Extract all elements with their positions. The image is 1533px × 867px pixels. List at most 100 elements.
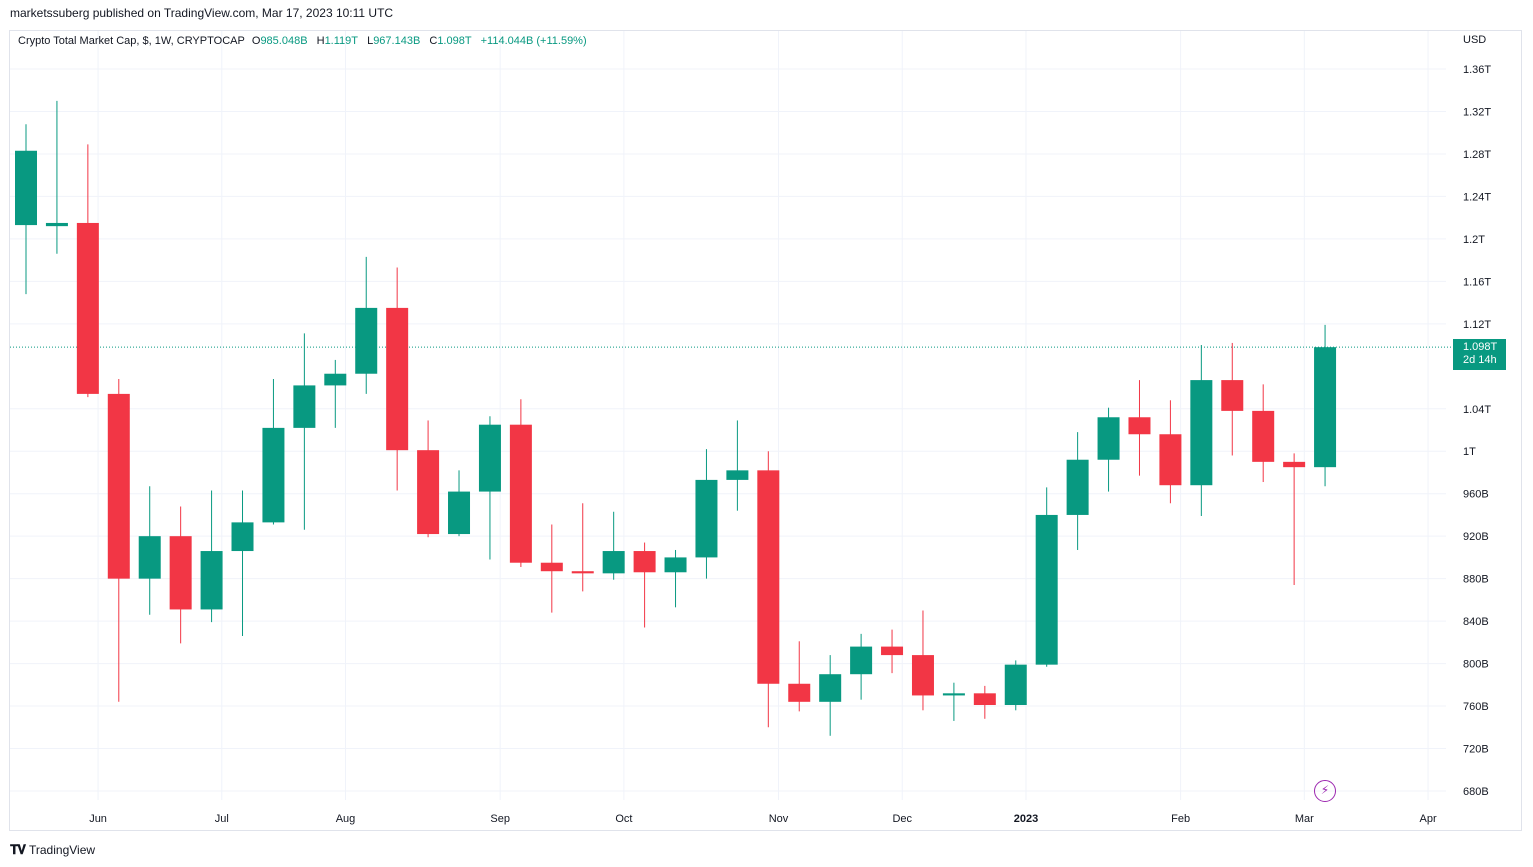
currency-label[interactable]: USD [1463,34,1487,46]
candle-up[interactable] [602,511,625,580]
y-tick-label: 1T [1463,446,1476,458]
candle-up[interactable] [1066,432,1089,550]
candle-up[interactable] [850,633,873,700]
candle-up[interactable] [231,490,254,636]
candle-body [386,307,409,451]
candle-body [1128,417,1151,435]
lightning-icon[interactable]: ⚡︎ [1314,780,1336,802]
candle-up[interactable] [1035,487,1058,667]
y-tick-label: 1.24T [1463,191,1491,203]
candle-up[interactable] [1190,345,1213,517]
candle-down[interactable] [386,267,409,491]
candle-body [76,222,99,394]
candle-down[interactable] [76,144,99,398]
candle-down[interactable] [169,506,192,644]
candle-up[interactable] [478,416,501,560]
candle-body [1097,417,1120,460]
y-tick-label: 1.16T [1463,276,1491,288]
candle-up[interactable] [355,256,378,394]
candle-up[interactable] [138,486,161,615]
x-tick-label: Dec [892,813,912,825]
candle-body [293,385,316,428]
legend-high-value: 1.119T [324,35,358,47]
candle-down[interactable] [1128,380,1151,476]
y-tick-label: 880B [1463,574,1489,586]
candle-body [15,150,37,226]
y-tick-label: 960B [1463,489,1489,501]
y-tick-label: 1.12T [1463,319,1491,331]
candle-body [850,646,873,675]
last-price-value: 1.098T [1463,341,1498,353]
y-tick-label: 920B [1463,531,1489,543]
y-tick-label: 680B [1463,786,1489,798]
candle-body [726,470,749,480]
candle-body [138,536,161,579]
candle-body [231,522,254,552]
x-tick-label: Feb [1171,813,1190,825]
candle-up[interactable] [45,100,68,254]
legend-close-label: C [429,35,438,47]
candle-down[interactable] [107,379,130,702]
y-tick-label: 840B [1463,616,1489,628]
candle-up[interactable] [819,655,842,736]
candle-down[interactable] [509,399,532,567]
candle-down[interactable] [1252,384,1275,483]
candle-up[interactable] [324,359,347,428]
tradingview-logo-icon: 𝐓𝐕 [10,842,26,857]
candle-up[interactable] [262,379,285,525]
candle-body [571,571,594,574]
candle-down[interactable] [973,685,996,719]
candle-down[interactable] [417,420,440,538]
candle-up[interactable] [1004,660,1027,711]
candle-body [1190,380,1213,486]
y-tick-label: 1.28T [1463,149,1491,161]
candle-down[interactable] [757,451,780,728]
candle-body [478,424,501,492]
y-tick-label: 1.04T [1463,404,1491,416]
legend-high-label: H [316,35,325,47]
candle-up[interactable] [1314,324,1337,487]
candle-body [819,674,842,702]
candle-down[interactable] [633,542,656,628]
candle-body [1221,380,1244,411]
candle-up[interactable] [664,549,687,608]
candle-up[interactable] [15,124,37,295]
legend-low-label: L [367,35,374,47]
x-tick-label: Oct [615,813,632,825]
candle-body [200,551,223,610]
candle-down[interactable] [1221,342,1244,456]
legend-close-value: 1.098T [437,35,472,47]
candle-body [911,655,934,696]
candle-body [448,491,471,535]
y-tick-label: 720B [1463,744,1489,756]
candle-down[interactable] [911,610,934,711]
x-tick-label: Sep [490,813,510,825]
candle-body [942,693,965,696]
candle-down[interactable] [571,503,594,592]
candle-down[interactable] [881,629,904,674]
candle-down[interactable] [788,641,811,712]
legend-open-value: 985.048B [260,35,308,47]
x-tick-label: Apr [1419,813,1436,825]
x-tick-label: Jul [215,813,229,825]
candle-up[interactable] [726,420,749,511]
candle-body [1252,410,1275,462]
candle-down[interactable] [1159,400,1182,504]
candle-down[interactable] [540,524,563,613]
candle-up[interactable] [942,682,965,721]
candle-body [417,450,440,535]
candle-up[interactable] [293,333,316,530]
candle-up[interactable] [695,449,718,579]
candle-up[interactable] [1097,407,1120,492]
candle-down[interactable] [1283,453,1306,586]
y-tick-label: 800B [1463,659,1489,671]
tradingview-brand[interactable]: 𝐓𝐕 TradingView [10,842,95,858]
legend-title: Crypto Total Market Cap, $, 1W, CRYPTOCA… [18,35,245,47]
candle-up[interactable] [200,490,223,623]
candle-body [509,424,532,563]
candle-body [757,470,780,684]
candle-body [1066,459,1089,515]
candle-up[interactable] [448,470,471,537]
candle-body [602,551,625,574]
